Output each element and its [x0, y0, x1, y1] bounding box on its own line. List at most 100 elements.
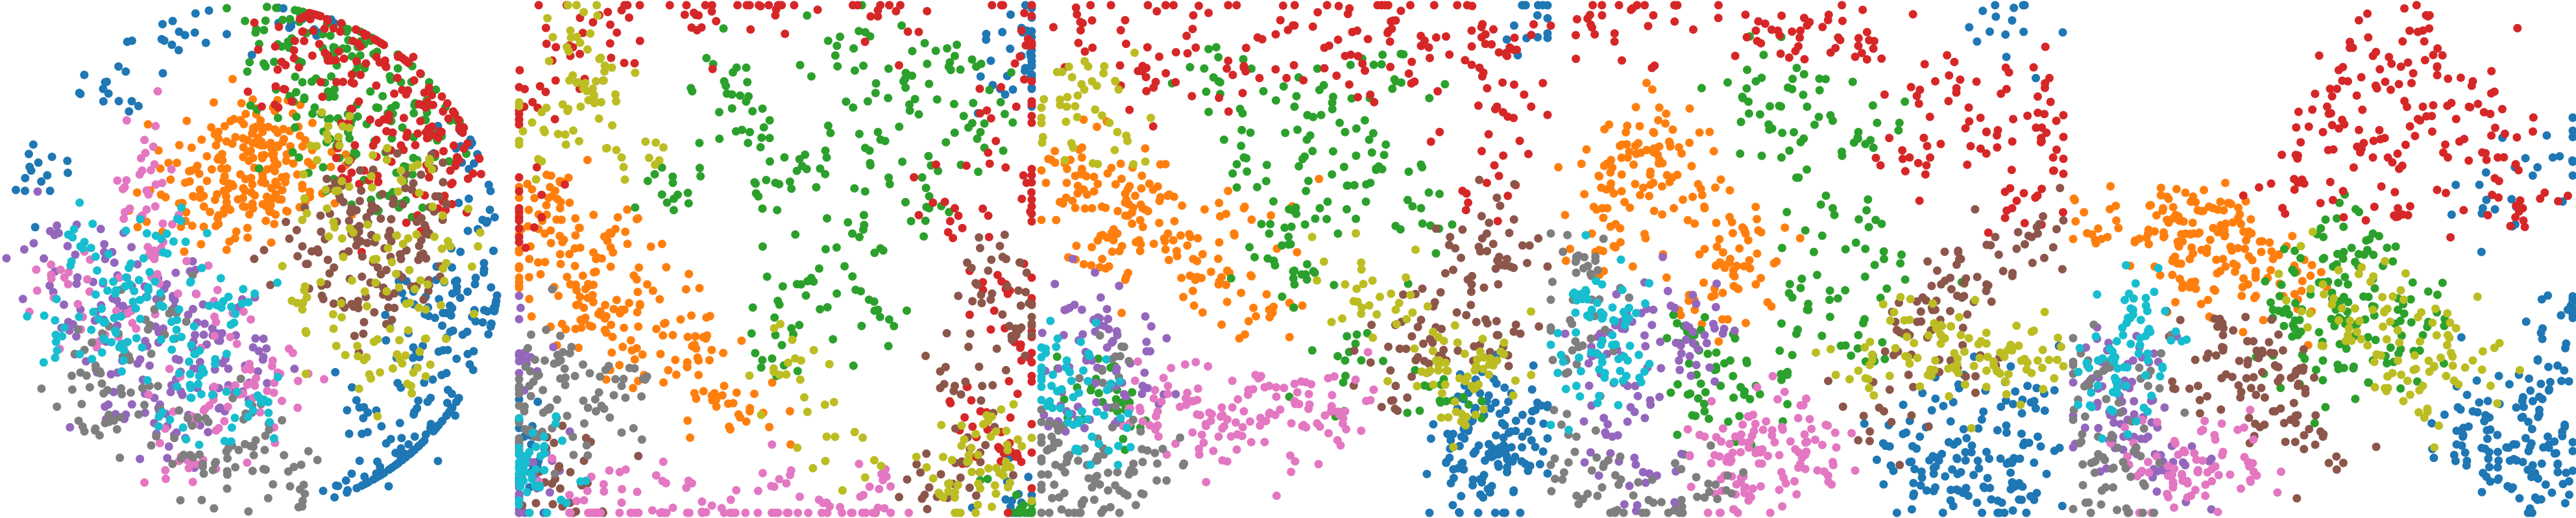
scatter-point-cloud	[674, 190, 682, 199]
scatter-point-cloud	[1304, 389, 1313, 399]
scatter-point-cloud	[414, 396, 423, 405]
scatter-point-cloud	[609, 391, 618, 400]
scatter-point-cloud	[226, 302, 236, 312]
scatter-point-cloud	[1100, 411, 1109, 420]
scatter-point-cloud	[1056, 95, 1065, 104]
scatter-point-cloud	[295, 485, 304, 494]
scatter-point-cloud	[971, 278, 980, 288]
scatter-point-cloud	[579, 496, 589, 505]
scatter-point-cloud	[581, 434, 590, 443]
scatter-point-cloud	[793, 443, 802, 452]
scatter-point-cloud	[542, 325, 551, 334]
scatter-point-cloud	[101, 402, 110, 411]
scatter-point-cloud	[19, 245, 29, 254]
scatter-point-cloud	[1110, 145, 1119, 154]
scatter-point-cloud	[637, 392, 646, 401]
scatter-point-cloud	[1616, 238, 1625, 247]
scatter-point-cloud	[1419, 339, 1428, 348]
scatter-point-cloud	[182, 435, 191, 444]
scatter-point-cloud	[1461, 206, 1470, 215]
scatter-point-cloud	[884, 173, 893, 182]
scatter-point-cloud	[268, 356, 277, 365]
scatter-point-cloud	[1561, 210, 1570, 219]
scatter-point	[1098, 254, 1107, 264]
scatter-point-cloud	[637, 435, 646, 444]
scatter-point-cloud	[627, 508, 636, 517]
scatter-point-cloud	[490, 213, 499, 222]
scatter-point-cloud	[1792, 173, 1801, 182]
scatter-point-cloud	[454, 156, 463, 165]
scatter-point-cloud	[307, 247, 316, 256]
scatter-point-cloud	[633, 487, 642, 497]
scatter-point-cloud	[1600, 125, 1609, 134]
scatter-point-cloud	[1298, 154, 1307, 164]
scatter-point-cloud	[556, 356, 565, 365]
scatter-point-cloud	[869, 297, 879, 306]
scatter-point-cloud	[1399, 290, 1407, 299]
scatter-point-cloud	[968, 297, 977, 306]
scatter-point-cloud	[347, 383, 356, 392]
scatter-point-cloud	[1104, 486, 1113, 495]
scatter-point	[643, 280, 651, 289]
scatter-point	[1062, 458, 1071, 467]
scatter-point-cloud	[1524, 466, 1533, 475]
scatter-point-cloud	[1453, 1, 1462, 10]
scatter-point-cloud	[117, 340, 125, 349]
scatter-point-cloud	[583, 156, 592, 164]
scatter-point-cloud	[1718, 288, 1727, 297]
scatter-point-cloud	[786, 466, 796, 475]
scatter-point-cloud	[1211, 43, 1221, 52]
scatter-point-cloud	[1076, 26, 1085, 35]
scatter-point-cloud	[434, 347, 443, 356]
scatter-point-cloud	[1658, 210, 1667, 219]
scatter-point-cloud	[801, 150, 810, 159]
scatter-point-cloud	[1732, 262, 1742, 271]
scatter-point-cloud	[2058, 28, 2067, 37]
scatter-point	[1905, 458, 1914, 467]
scatter-point	[822, 432, 831, 441]
scatter-point-cloud	[1510, 180, 1519, 189]
scatter-point	[1315, 422, 1324, 431]
scatter-point-cloud	[659, 457, 668, 466]
scatter-point-cloud	[966, 329, 975, 338]
scatter-point-cloud	[1496, 201, 1505, 210]
scatter-point-cloud	[1350, 346, 1359, 355]
scatter-point-cloud	[289, 46, 298, 55]
scatter-point-cloud	[515, 238, 524, 247]
scatter-point-cloud	[871, 88, 880, 97]
scatter-point-cloud	[855, 232, 864, 241]
scatter-point-cloud	[1431, 33, 1440, 42]
scatter-point-cloud	[118, 184, 127, 193]
scatter-point-cloud	[1096, 293, 1105, 302]
series-9	[278, 108, 485, 421]
scatter-point-cloud	[360, 287, 369, 296]
scatter-point-cloud	[1154, 182, 1162, 191]
scatter-point-cloud	[1117, 342, 1126, 351]
scatter-point-cloud	[1462, 311, 1471, 319]
scatter-point-cloud	[1215, 93, 1224, 103]
scatter-point	[426, 393, 435, 402]
scatter-point-cloud	[1060, 156, 1069, 165]
scatter-point-cloud	[925, 79, 934, 88]
scatter-point-cloud	[1289, 61, 1298, 69]
scatter-point-cloud	[1232, 418, 1240, 427]
scatter-point-cloud	[548, 500, 557, 509]
scatter-point-cloud	[635, 300, 644, 308]
scatter-point-cloud	[1357, 356, 1366, 365]
scatter-point-cloud	[823, 121, 832, 130]
scatter-point-cloud	[274, 22, 284, 31]
scatter-point	[1442, 366, 1451, 375]
scatter-point-cloud	[1967, 441, 1976, 450]
scatter-point-cloud	[809, 345, 818, 354]
scatter-point	[576, 102, 585, 111]
scatter-point-cloud	[1215, 199, 1224, 208]
scatter-point-cloud	[1217, 320, 1226, 329]
scatter-point-cloud	[1873, 118, 1882, 127]
scatter-point-cloud	[1511, 416, 1520, 425]
scatter-point-cloud	[91, 290, 100, 299]
scatter-point-cloud	[1298, 301, 1307, 310]
scatter-point-cloud	[1483, 484, 1492, 493]
scatter-point-cloud	[326, 31, 335, 40]
scatter-point-cloud	[1020, 75, 1028, 84]
scatter-point-cloud	[840, 262, 849, 271]
